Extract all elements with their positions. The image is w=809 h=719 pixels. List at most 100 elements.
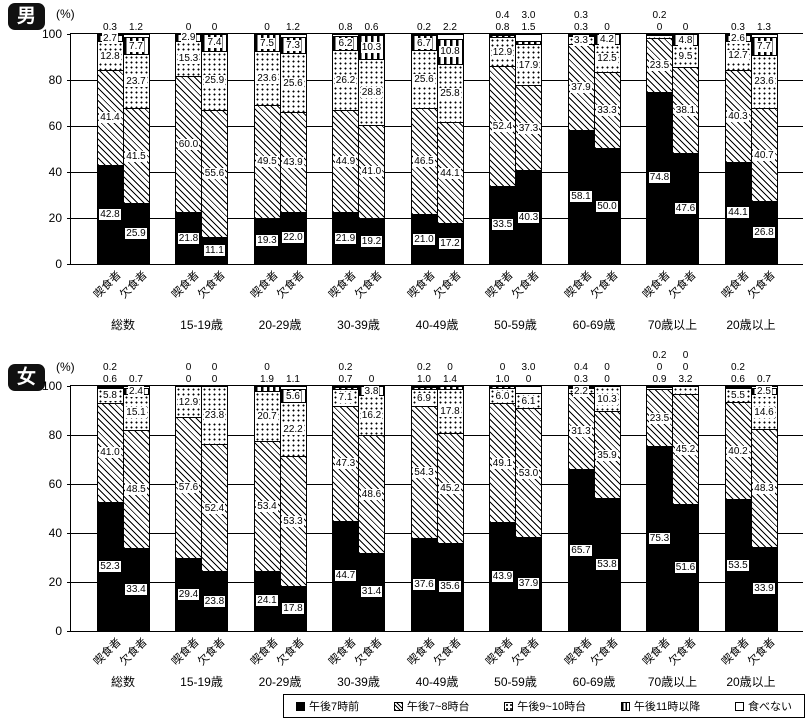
segment-value-label: 11.1 [204,244,225,256]
bar-group: 53.5 40.2 5.5 0.2 0.6 喫食者 33.9 48.3 14.6 2.5 0.7 欠食… [719,362,778,689]
segment-before-7pm: 24.1 [254,571,280,630]
segment-value-label: 2.9 [180,32,197,44]
segment-value-label: 40.7 [753,149,775,161]
segment-7-8pm: 41.5 [123,109,149,204]
segment-before-7pm: 19.3 [254,218,280,263]
segment-no-meal [359,35,384,37]
segment-after-11pm [333,388,358,390]
segment-value-label: 35.9 [596,449,618,461]
segment-value-label: 19.3 [256,235,278,247]
segment-value-label: 21.0 [413,233,435,245]
segment-9-10pm: 15.1 [123,394,149,432]
above-bar-label: 0.3 [103,22,117,33]
category-label: 70歳以上 [647,675,698,689]
segment-value-label: 44.1 [439,167,461,179]
segment-9-10pm: 12.9 [176,387,201,419]
above-bar-label: 0.3 [574,374,588,385]
category-label: 20歳以上 [726,318,776,332]
segment-9-10pm: 23.7 [123,55,149,110]
segment-no-meal [280,387,306,390]
segment-value-label: 24.1 [256,595,278,607]
segment-before-7pm: 40.3 [516,171,541,263]
segment-9-10pm [673,387,698,395]
bar-axis-label: 喫食者 [640,636,673,668]
above-bar-labels: 3.0 0 [522,362,536,386]
y-tick-label: 100 [41,379,62,393]
segment-7-8pm: 35.9 [594,412,620,500]
segment-value-label: 9.5 [677,50,694,62]
above-bar-label: 0.4 [495,10,510,21]
segment-value-label: 22.2 [282,424,304,436]
y-tick-label: 100 [41,27,62,41]
bar-axis-label: 欠食者 [745,636,778,668]
segment-value-label: 52.4 [203,502,226,514]
y-tick-mark [67,631,71,632]
y-axis-unit-label-female: (%) [56,360,75,374]
segment-9-10pm: 26.2 [333,50,358,111]
segment-value-label: 17.2 [439,237,461,249]
segment-value-label: 43.9 [282,156,304,168]
above-bar-label: 0.3 [574,10,588,21]
segment-no-meal [490,35,515,36]
segment-7-8pm: 48.6 [359,435,384,554]
segment-value-label: 12.5 [596,52,618,64]
segment-after-11pm: 4.8 [673,34,698,46]
segment-no-meal [516,35,541,42]
category-label: 50-59歳 [494,318,537,332]
above-bar-labels: 0.2 [417,22,431,34]
segment-7-8pm: 45.2 [437,433,463,544]
segment-7-8pm: 57.6 [176,418,201,559]
segment-before-7pm: 31.4 [359,553,384,630]
segment-value-label: 49.1 [491,457,514,469]
segment-after-11pm: 5.6 [280,389,306,404]
chart-title-badge-male: 男 [8,3,46,30]
segment-value-label: 6.1 [520,395,537,407]
bar-group: 29.4 57.6 12.9 0 0 喫食者 23.8 52.4 23.8 0 0 欠食者 15-19歳 [170,362,228,689]
stacked-bar: 53.5 40.2 5.5 0.2 0.6 喫食者 [719,362,752,668]
stacked-bar: 37.9 53.0 6.1 3.0 0 欠食者 [510,362,542,668]
segment-7-8pm: 55.6 [202,110,227,238]
bar-group: 52.3 41.0 5.8 0.2 0.6 喫食者 33.4 48.5 15.1 2.4 0.7 欠食… [91,362,150,689]
segment-value-label: 37.6 [413,578,435,590]
segment-before-7pm: 33.4 [123,548,149,630]
segment-before-7pm: 74.8 [647,92,672,263]
above-bar-labels: 0 [369,374,375,386]
above-bar-label: 0.4 [574,362,588,373]
stacked-bar: 21.0 46.5 25.6 6.7 0.2 喫食者 [405,22,438,301]
segment-value-label: 4.2 [599,33,615,45]
above-bar-label: 0 [604,362,610,373]
segment-value-label: 6.2 [337,37,354,49]
segment-before-7pm: 11.1 [202,237,227,263]
above-bar-label: 0 [368,374,375,385]
segment-value-label: 44.9 [334,155,357,167]
legend-item-label: 食べない [748,701,792,713]
plot-area-female: 100 80 60 40 20 0 52.3 41.0 5.8 0.2 0.6 喫食者 33.4 48.5… [42,350,803,689]
segment-before-7pm: 29.4 [176,558,201,630]
segment-7-8pm: 40.7 [751,109,777,202]
category-label: 15-19歳 [180,318,223,332]
segment-value-label: 23.7 [125,76,147,88]
stacked-bar: 23.8 52.4 23.8 0 0 欠食者 [196,362,228,668]
segment-value-label: 52.4 [491,120,514,132]
segment-before-7pm: 52.3 [97,503,123,630]
bar-axis-label: 喫食者 [169,636,202,668]
segment-value-label: 53.0 [517,467,540,479]
segment-after-11pm: 2.5 [751,385,777,397]
stacked-bar: 11.1 55.6 25.9 7.4 0 欠食者 [196,22,228,301]
segment-value-label: 25.6 [413,74,435,86]
stacked-bar: 37.6 54.3 6.9 0.2 1.0 喫食者 [405,362,438,668]
segment-value-label: 48.6 [360,488,383,500]
chart-title-badge-female: 女 [8,364,46,391]
above-bar-label: 0.6 [364,22,379,33]
segment-value-label: 33.3 [596,105,618,117]
y-tick-mark [67,484,71,485]
segment-7-8pm: 33.3 [594,73,620,149]
segment-value-label: 12.7 [727,50,749,62]
above-bar-labels: 0.2 1.0 [417,362,431,386]
segment-after-11pm: 4.2 [594,33,620,45]
stacked-bar: 17.2 44.1 25.8 10.8 2.2 欠食者 [431,22,464,301]
legend-item-label: 午後9~10時台 [517,701,587,713]
bar-axis-label: 欠食者 [274,636,307,668]
bar-group: 33.5 52.4 12.9 0.4 0.8 喫食者 40.3 37.3 17.9 3.0 1.5 欠… [484,10,542,332]
stacked-bar: 21.8 60.0 15.3 2.9 0 喫食者 [170,22,202,301]
